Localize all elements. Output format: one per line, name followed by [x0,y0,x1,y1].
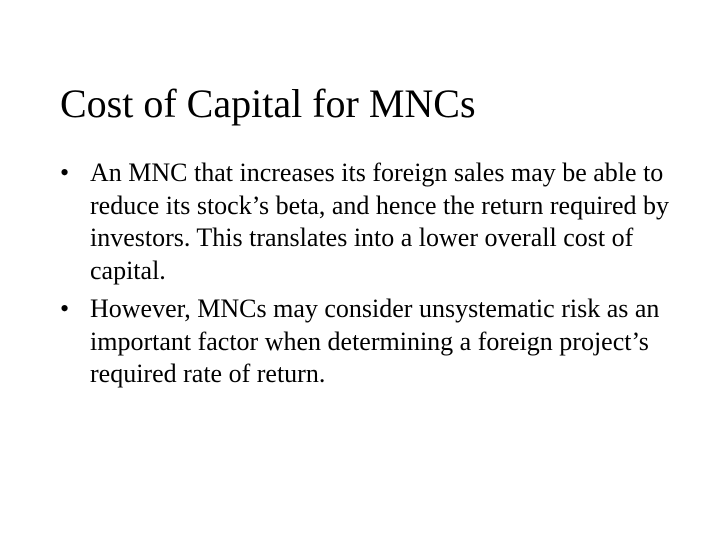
slide-title: Cost of Capital for MNCs [60,80,680,127]
bullet-item: However, MNCs may consider unsystematic … [60,293,680,391]
bullet-item: An MNC that increases its foreign sales … [60,157,680,287]
bullet-list: An MNC that increases its foreign sales … [40,157,680,391]
